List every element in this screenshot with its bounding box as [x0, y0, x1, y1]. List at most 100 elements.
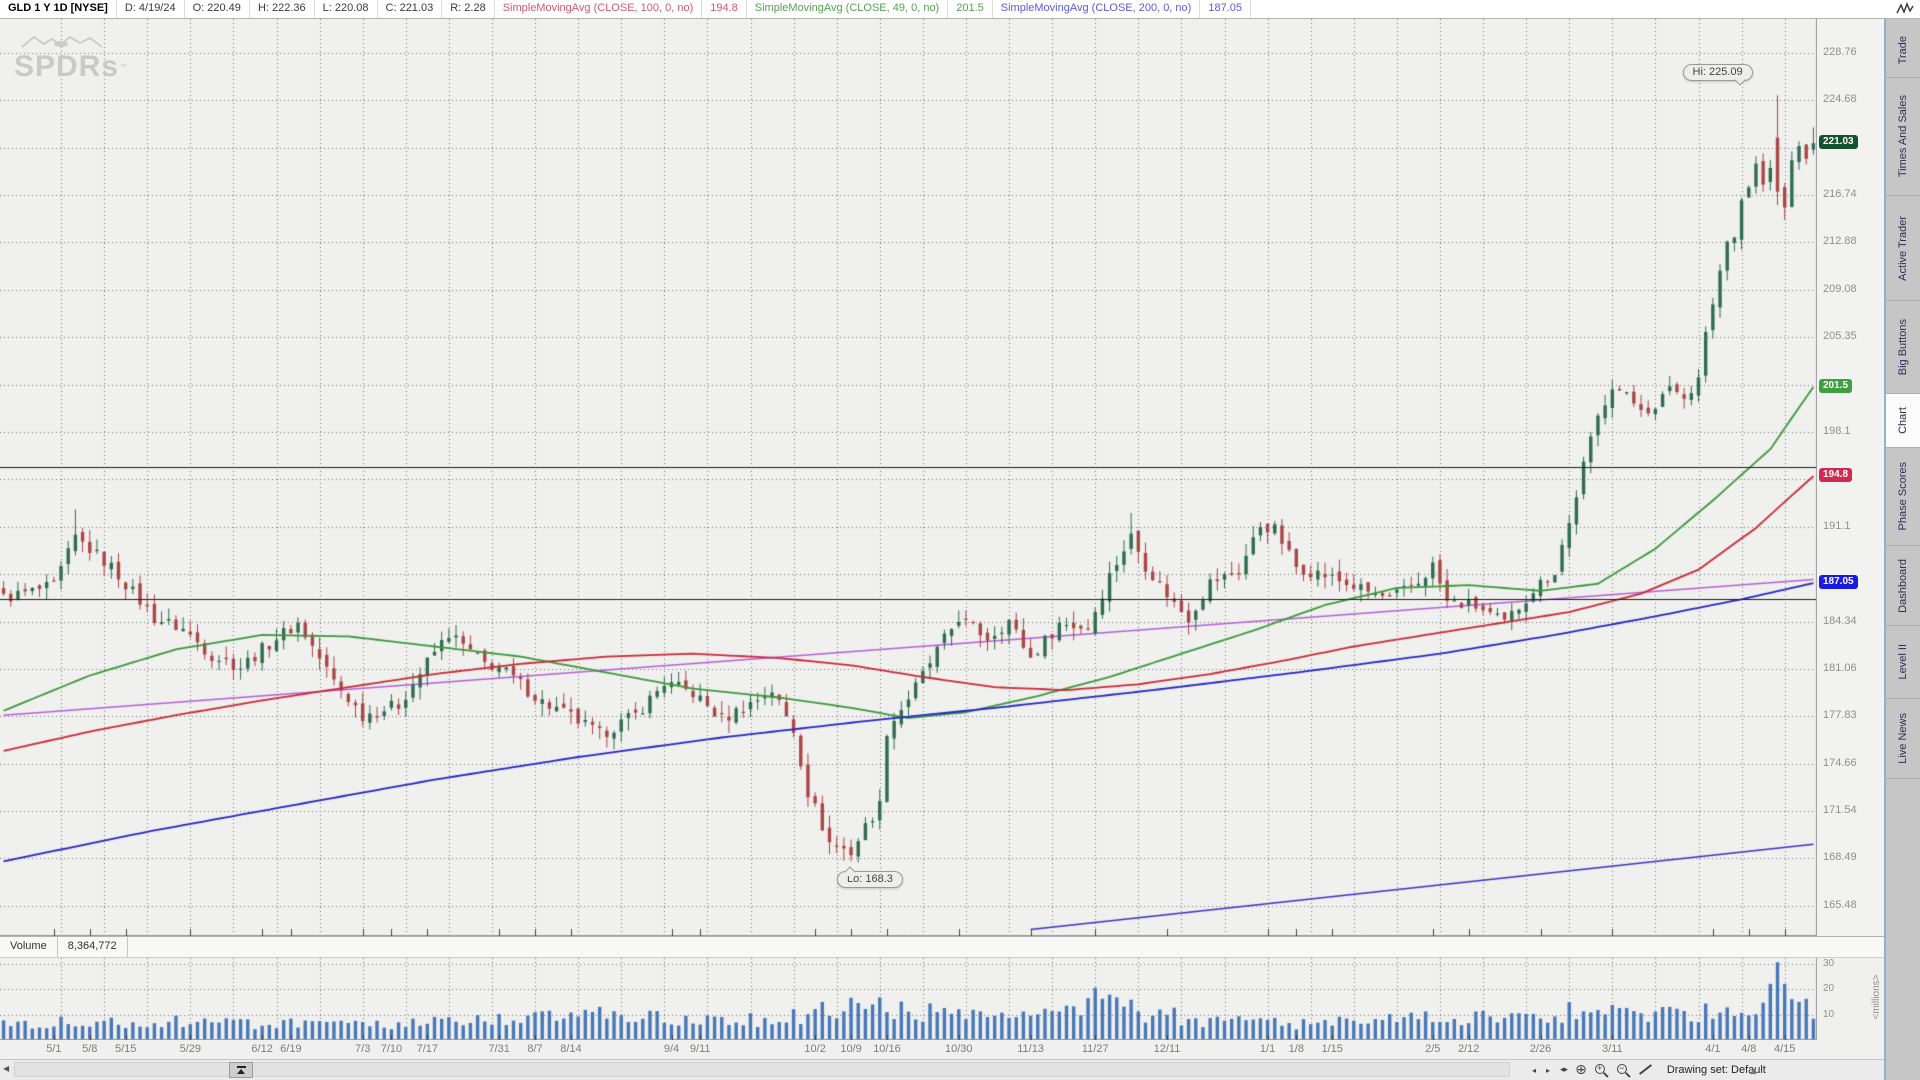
date-label-4-15: 4/15: [1773, 1043, 1796, 1055]
volume-header: Volume 8,364,772: [0, 936, 1884, 958]
watermark-tm: ™: [119, 62, 128, 72]
topbar-segment-9[interactable]: SimpleMovingAvg (CLOSE, 49, 0, no): [747, 0, 949, 18]
date-label-4-8: 4/8: [1741, 1043, 1757, 1055]
scroll-marker-icon: [236, 1066, 246, 1068]
topbar-segment-7[interactable]: SimpleMovingAvg (CLOSE, 100, 0, no): [495, 0, 703, 18]
bottom-toolbar: ◀ ◂ ▸ ◂▸ ⊕ + − Drawing set: Defaul: [0, 1059, 1884, 1080]
chart-region: SPDRs™ 228.76 224.68 216.74 212.88 209.08 205…: [0, 19, 1884, 1080]
price-tag-221.03: 221.03: [1819, 135, 1858, 150]
date-axis: 5/1 5/8 5/15 5/29 6/12 6/19 7/3 7/10 7/17 7/31 8/7…: [0, 1040, 1884, 1059]
volume-label: Volume: [0, 937, 58, 957]
zoom-out-icon[interactable]: −: [1616, 1063, 1631, 1078]
low-callout[interactable]: Lo: 168.3: [837, 871, 903, 889]
date-label-10-16: 10/16: [873, 1043, 901, 1055]
sidebar-tab-level-ii[interactable]: Level II: [1886, 625, 1920, 700]
sidebar-tab-label: Live News: [1897, 713, 1909, 764]
date-label-1-8: 1/8: [1288, 1043, 1304, 1055]
price-tick-label: 228.76: [1823, 45, 1857, 58]
zoom-in-icon[interactable]: +: [1594, 1063, 1609, 1078]
date-label-2-5: 2/5: [1425, 1043, 1441, 1055]
date-label-12-11: 12/11: [1153, 1043, 1181, 1055]
topbar-segment-8[interactable]: 194.8: [702, 0, 747, 18]
pan-right-icon[interactable]: ▸: [1546, 1065, 1553, 1075]
sidebar-tab-times-and-sales[interactable]: Times And Sales: [1886, 78, 1920, 196]
date-label-7-17: 7/17: [416, 1043, 439, 1055]
edit-layout-icon[interactable]: [1895, 1, 1915, 20]
drawing-set-label[interactable]: Drawing set: Default: [1666, 1064, 1766, 1076]
price-tick-label: 177.83: [1823, 709, 1857, 722]
spdrs-mountains-logo: [21, 35, 103, 48]
price-tag-187.05: 187.05: [1819, 575, 1858, 590]
price-chart-canvas[interactable]: [0, 19, 1817, 936]
resize-grip-icon[interactable]: ◢: [1749, 1066, 1756, 1076]
sidebar-tab-label: Phase Scores: [1897, 462, 1909, 531]
sidebar-tab-trade[interactable]: Trade: [1886, 24, 1920, 78]
date-label-1-15: 1/15: [1321, 1043, 1343, 1055]
price-tick-label: 216.74: [1823, 187, 1857, 200]
sidebar-tab-dashboard[interactable]: Dashboard: [1886, 546, 1920, 626]
sidebar-tab-chart[interactable]: Chart: [1886, 393, 1920, 448]
date-label-10-9: 10/9: [840, 1043, 862, 1055]
spdrs-watermark: SPDRs™: [14, 31, 128, 82]
ohlc-topbar: GLD 1 Y 1D [NYSE] D: 4/19/24 O: 220.49 H: 2…: [0, 0, 1920, 19]
sidebar-tab-label: Active Trader: [1897, 215, 1909, 281]
price-tick-label: 184.34: [1823, 614, 1857, 627]
topbar-segment-5: C: 221.03: [378, 0, 443, 18]
topbar-segment-4: L: 220.08: [315, 0, 378, 18]
sidebar-tab-label: Dashboard: [1897, 558, 1909, 613]
topbar-segment-2: O: 220.49: [185, 0, 250, 18]
pan-left-icon[interactable]: ◂: [1532, 1065, 1539, 1075]
volume-tick-label: 30: [1823, 957, 1835, 969]
date-label-3-11: 3/11: [1602, 1043, 1623, 1055]
volume-chart-canvas[interactable]: [0, 958, 1817, 1040]
price-tag-194.8: 194.8: [1819, 468, 1853, 483]
date-label-9-11: 9/11: [689, 1043, 711, 1055]
price-tick-label: 181.06: [1823, 661, 1857, 674]
crosshair-icon[interactable]: ⊕: [1575, 1062, 1587, 1078]
scrollbar-handle[interactable]: [229, 1062, 253, 1078]
sidebar-tab-big-buttons[interactable]: Big Buttons: [1886, 301, 1920, 394]
horizontal-scrollbar[interactable]: [14, 1062, 1510, 1078]
sidebar-tab-label: Times And Sales: [1897, 95, 1909, 178]
price-tag-201.5: 201.5: [1819, 378, 1853, 393]
price-axis: 228.76 224.68 216.74 212.88 209.08 205.35 198.…: [1817, 19, 1884, 936]
topbar-segment-11[interactable]: SimpleMovingAvg (CLOSE, 200, 0, no): [993, 0, 1201, 18]
sidebar-empty-area: [1886, 778, 1920, 1080]
date-label-8-14: 8/14: [560, 1043, 582, 1055]
date-label-6-19: 6/19: [280, 1043, 302, 1055]
price-tick-label: 224.68: [1823, 93, 1857, 106]
topbar-segment-6: R: 2.28: [442, 0, 495, 18]
volume-unit-label: <millions>: [1870, 974, 1882, 1020]
sidebar-tab-active-trader[interactable]: Active Trader: [1886, 196, 1920, 302]
sidebar-tab-label: Level II: [1897, 644, 1909, 680]
date-label-5-8: 5/8: [82, 1043, 98, 1055]
price-tick-label: 191.1: [1823, 519, 1851, 532]
price-tick-label: 168.49: [1823, 851, 1857, 864]
price-tick-label: 174.66: [1823, 756, 1857, 769]
date-label-5-1: 5/1: [46, 1043, 62, 1055]
scroll-left-arrow-icon[interactable]: ◀: [3, 1064, 10, 1073]
fit-width-icon[interactable]: ◂▸: [1560, 1065, 1568, 1075]
volume-pane: 30 20 10 <millions>: [0, 958, 1884, 1040]
date-label-10-30: 10/30: [945, 1043, 973, 1055]
volume-tick-label: 20: [1823, 983, 1835, 994]
date-label-5-15: 5/15: [114, 1043, 137, 1055]
date-label-5-29: 5/29: [179, 1043, 202, 1055]
chart-toolbar: ◂ ▸ ◂▸ ⊕ + − Drawing set: Default: [1532, 1060, 1766, 1080]
date-label-11-13: 11/13: [1017, 1043, 1044, 1055]
date-label-7-10: 7/10: [380, 1043, 403, 1055]
volume-tick-label: 10: [1823, 1008, 1835, 1020]
price-tick-label: 209.08: [1823, 282, 1857, 295]
sidebar-tab-label: Chart: [1897, 406, 1909, 434]
sidebar-tab-phase-scores[interactable]: Phase Scores: [1886, 447, 1920, 547]
volume-axis: 30 20 10: [1817, 958, 1884, 1040]
trendline-tool-icon[interactable]: [1639, 1063, 1653, 1077]
date-label-2-12: 2/12: [1457, 1043, 1480, 1055]
topbar-segment-10[interactable]: 201.5: [948, 0, 993, 18]
topbar-segment-12[interactable]: 187.05: [1200, 0, 1251, 18]
sidebar-tab-live-news[interactable]: Live News: [1886, 699, 1920, 779]
topbar-segment-0[interactable]: GLD 1 Y 1D [NYSE]: [0, 0, 117, 18]
date-label-2-26: 2/26: [1529, 1043, 1552, 1055]
high-callout[interactable]: Hi: 225.09: [1682, 64, 1753, 82]
topbar-segment-3: H: 222.36: [250, 0, 315, 18]
